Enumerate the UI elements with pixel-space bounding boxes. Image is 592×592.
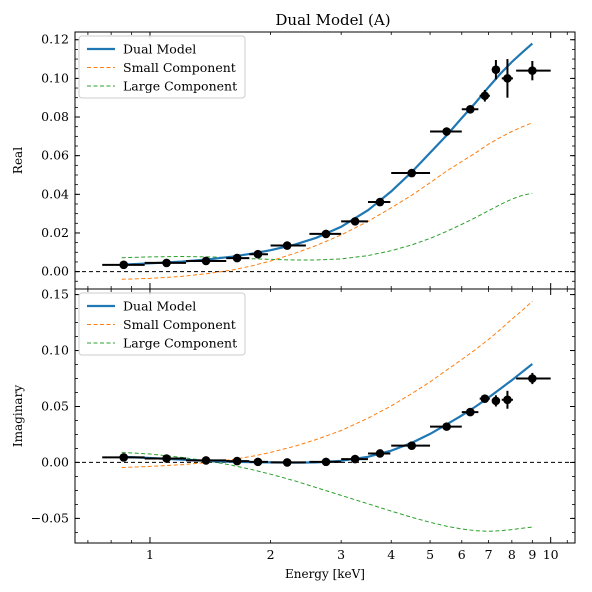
imag-data-point — [350, 454, 360, 464]
real-ytick-label: 0.06 — [41, 148, 69, 163]
chart-title: Dual Model (A) — [275, 11, 390, 29]
imag-ytick-label: 0.05 — [41, 398, 69, 413]
imag-xtick-label: 4 — [387, 547, 395, 562]
imag-legend-box — [78, 292, 246, 356]
real-data-point — [201, 256, 211, 266]
real-series-large-component — [121, 192, 533, 261]
imag-ytick-label: 0.00 — [41, 454, 69, 469]
imag-xtick-label: 2 — [267, 547, 275, 562]
imag-xtick-label: 3 — [337, 547, 345, 562]
real-data-point — [375, 197, 385, 207]
real-ytick-label: 0.00 — [41, 264, 69, 279]
real-legend: Dual Model Small Component Large Component — [78, 35, 246, 99]
real-ylabel: Real — [11, 147, 25, 174]
imag-xtick-label: 10 — [543, 547, 559, 562]
imag-xtick-label: 8 — [508, 547, 516, 562]
real-legend-box — [78, 35, 246, 99]
imag-data-point — [491, 396, 501, 406]
real-data-point — [321, 229, 331, 239]
real-data-point — [465, 104, 475, 114]
imag-plot-frame — [74, 288, 576, 544]
real-data-point — [350, 217, 360, 226]
imag-legend: Dual Model Small Component Large Component — [78, 292, 246, 356]
imag-ytick-label: 0.15 — [41, 287, 69, 302]
imaginary-panel: −0.05 0.00 0.05 0.10 0.15 1 2 3 4 5 6 7 8 9 10 Imaginar… — [11, 287, 576, 581]
real-data-point — [282, 241, 292, 250]
real-ytick-label: 0.12 — [41, 32, 69, 47]
imag-series-large-component — [121, 451, 533, 532]
imag-data-point — [528, 374, 537, 383]
real-ytick-label: 0.10 — [41, 70, 69, 85]
imag-ytick-label: 0.10 — [41, 343, 69, 358]
imag-data-point — [407, 441, 417, 450]
real-ytick-label: 0.08 — [41, 109, 69, 124]
real-data-point — [491, 65, 501, 74]
real-data-point — [528, 66, 537, 75]
imag-legend-label-dual-model: Dual Model — [123, 299, 196, 314]
imag-xtick-label: 1 — [146, 547, 154, 562]
imag-data-point — [282, 458, 292, 467]
real-data-point — [480, 91, 490, 101]
imag-ylabel: Imaginary — [11, 385, 25, 447]
imag-data-point — [503, 395, 512, 405]
real-series-small-component — [121, 122, 533, 280]
imag-xtick-label: 5 — [426, 547, 434, 562]
real-data-point — [162, 258, 171, 268]
real-data-point — [232, 253, 242, 263]
imag-data-point — [232, 456, 242, 466]
imag-legend-label-small-component: Small Component — [123, 317, 236, 332]
real-legend-label-small-component: Small Component — [123, 60, 236, 75]
imag-data-point — [253, 457, 263, 467]
imag-legend-label-large-component: Large Component — [123, 336, 237, 351]
imag-xtick-label: 7 — [485, 547, 493, 562]
real-panel: 0.00 0.02 0.04 0.06 0.08 0.10 0.12 Real Dual Mod… — [11, 31, 576, 290]
real-data-point — [503, 74, 512, 83]
imag-xtick-label: 6 — [458, 547, 466, 562]
imag-data-point — [119, 453, 129, 462]
imag-ytick-label: −0.05 — [31, 510, 69, 525]
imag-data-point — [162, 454, 171, 463]
imag-xtick-label: 9 — [528, 547, 536, 562]
real-legend-label-dual-model: Dual Model — [123, 42, 196, 57]
real-ytick-label: 0.02 — [41, 225, 69, 240]
imag-data-point — [465, 407, 475, 417]
real-legend-label-large-component: Large Component — [123, 79, 237, 94]
real-data-point — [119, 260, 129, 270]
real-data-point — [407, 168, 417, 178]
imag-data-point — [375, 449, 385, 458]
imag-data-point — [480, 394, 490, 403]
imag-data-point — [201, 456, 211, 465]
imag-data-point — [321, 457, 331, 467]
real-data-point — [442, 127, 451, 136]
imag-xlabel: Energy [keV] — [285, 567, 365, 581]
real-data-point — [253, 249, 263, 259]
imag-data-point — [442, 422, 451, 431]
real-ytick-label: 0.04 — [41, 186, 69, 201]
